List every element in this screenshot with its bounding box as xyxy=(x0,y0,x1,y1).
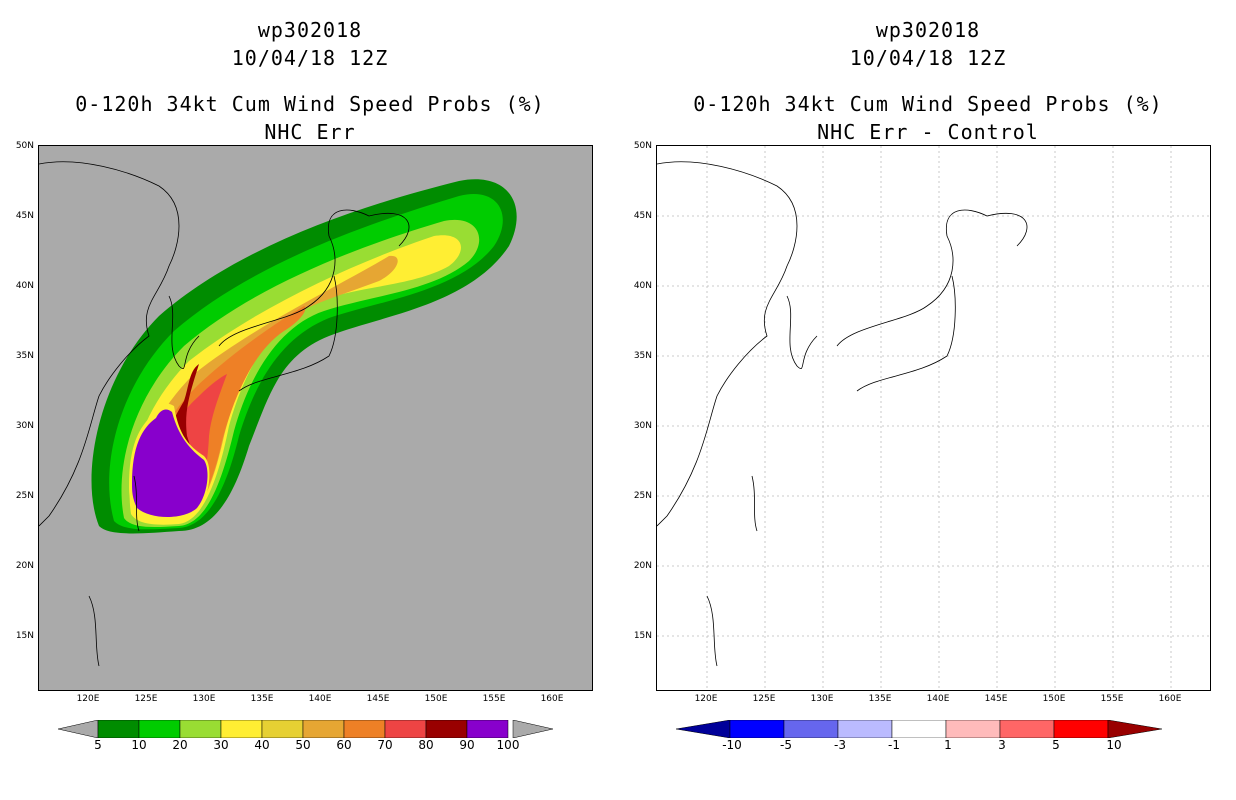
left-lon-label: 150E xyxy=(424,694,448,704)
map-background xyxy=(657,146,1210,690)
left-colorbar-label: 80 xyxy=(418,738,434,752)
left-colorbar-swatch xyxy=(179,719,222,739)
right-colorbar-label: -3 xyxy=(834,738,846,752)
right-lon-label: 145E xyxy=(984,694,1008,704)
right-lat-label: 45N xyxy=(633,211,652,221)
left-lon-label: 145E xyxy=(366,694,390,704)
right-lon-label: 160E xyxy=(1158,694,1182,704)
right-colorbar-swatch xyxy=(1107,719,1163,739)
left-colorbar-swatch xyxy=(466,719,509,739)
right-colorbar-swatch xyxy=(1053,719,1109,739)
left-colorbar-label: 5 xyxy=(94,738,102,752)
left-colorbar-label: 50 xyxy=(295,738,311,752)
left-colorbar-label: 90 xyxy=(459,738,475,752)
right-map-panel xyxy=(656,145,1211,691)
right-lat-label: 30N xyxy=(633,421,652,431)
right-colorbar-label: 3 xyxy=(998,738,1006,752)
left-colorbar-label: 70 xyxy=(377,738,393,752)
right-lat-label: 25N xyxy=(633,491,652,501)
left-lon-label: 125E xyxy=(134,694,158,704)
right-lat-label: 40N xyxy=(633,281,652,291)
grid-lines xyxy=(657,146,1210,690)
right-colorbar xyxy=(675,719,1171,739)
right-title-product: 0-120h 34kt Cum Wind Speed Probs (%) xyxy=(693,92,1163,116)
left-title-storm: wp302018 xyxy=(257,18,363,42)
right-colorbar-swatch xyxy=(675,719,731,739)
right-lon-label: 140E xyxy=(926,694,950,704)
right-title-storm: wp302018 xyxy=(875,18,981,42)
left-colorbar-swatch xyxy=(384,719,427,739)
right-colorbar-label: -5 xyxy=(780,738,792,752)
right-lon-label: 130E xyxy=(810,694,834,704)
left-lon-label: 135E xyxy=(250,694,274,704)
coastlines xyxy=(39,161,410,667)
right-colorbar-label: 1 xyxy=(944,738,952,752)
left-lat-label: 50N xyxy=(15,141,34,151)
right-lon-label: 155E xyxy=(1100,694,1124,704)
left-map xyxy=(39,146,592,690)
left-lon-label: 160E xyxy=(540,694,564,704)
right-colorbar-swatch xyxy=(945,719,1001,739)
right-colorbar-swatch xyxy=(837,719,893,739)
right-title-scheme: NHC Err - Control xyxy=(817,120,1039,144)
right-lon-label: 150E xyxy=(1042,694,1066,704)
left-title-product: 0-120h 34kt Cum Wind Speed Probs (%) xyxy=(75,92,545,116)
left-lon-label: 130E xyxy=(192,694,216,704)
coastlines xyxy=(657,161,1028,667)
left-lat-label: 20N xyxy=(15,561,34,571)
right-colorbar-swatch xyxy=(783,719,839,739)
right-colorbar-swatches xyxy=(675,719,1163,739)
left-colorbar-swatch xyxy=(302,719,345,739)
left-colorbar-label: 30 xyxy=(213,738,229,752)
left-colorbar-over-arrow xyxy=(512,719,554,739)
right-lon-label: 120E xyxy=(694,694,718,704)
left-colorbar-swatch xyxy=(425,719,468,739)
right-colorbar-swatch xyxy=(729,719,785,739)
right-map xyxy=(657,146,1210,690)
left-colorbar-label: 40 xyxy=(254,738,270,752)
left-colorbar-swatch xyxy=(97,719,140,739)
right-title-date: 10/04/18 12Z xyxy=(849,46,1007,70)
left-colorbar-label: 60 xyxy=(336,738,352,752)
left-colorbar-svg xyxy=(57,719,554,739)
right-colorbar-swatch xyxy=(999,719,1055,739)
left-colorbar xyxy=(57,719,554,739)
right-lat-label: 20N xyxy=(633,561,652,571)
left-colorbar-label: 10 xyxy=(131,738,147,752)
left-colorbar-swatches xyxy=(97,719,509,739)
left-lon-label: 140E xyxy=(308,694,332,704)
left-colorbar-label: 100 xyxy=(496,738,520,752)
left-lat-label: 40N xyxy=(15,281,34,291)
left-colorbar-label: 20 xyxy=(172,738,188,752)
left-colorbar-under-arrow xyxy=(57,719,99,739)
left-colorbar-swatch xyxy=(261,719,304,739)
right-lat-label: 35N xyxy=(633,351,652,361)
right-colorbar-label: 10 xyxy=(1106,738,1122,752)
right-colorbar-svg xyxy=(675,719,1163,739)
right-colorbar-label: 5 xyxy=(1052,738,1060,752)
left-lat-label: 25N xyxy=(15,491,34,501)
right-colorbar-label: -1 xyxy=(888,738,900,752)
left-lon-label: 120E xyxy=(76,694,100,704)
left-colorbar-swatch xyxy=(138,719,181,739)
left-map-panel xyxy=(38,145,593,691)
right-lat-label: 15N xyxy=(633,631,652,641)
left-title-date: 10/04/18 12Z xyxy=(231,46,389,70)
left-colorbar-swatch xyxy=(220,719,263,739)
right-lat-label: 50N xyxy=(633,141,652,151)
right-lon-label: 125E xyxy=(752,694,776,704)
left-colorbar-swatch xyxy=(343,719,386,739)
left-lat-label: 45N xyxy=(15,211,34,221)
right-colorbar-swatch xyxy=(891,719,947,739)
left-lat-label: 15N xyxy=(15,631,34,641)
left-title-scheme: NHC Err xyxy=(264,120,356,144)
right-lon-label: 135E xyxy=(868,694,892,704)
left-lat-label: 30N xyxy=(15,421,34,431)
right-colorbar-label: -10 xyxy=(722,738,742,752)
left-lon-label: 155E xyxy=(482,694,506,704)
swath-100 xyxy=(132,409,208,517)
left-lat-label: 35N xyxy=(15,351,34,361)
